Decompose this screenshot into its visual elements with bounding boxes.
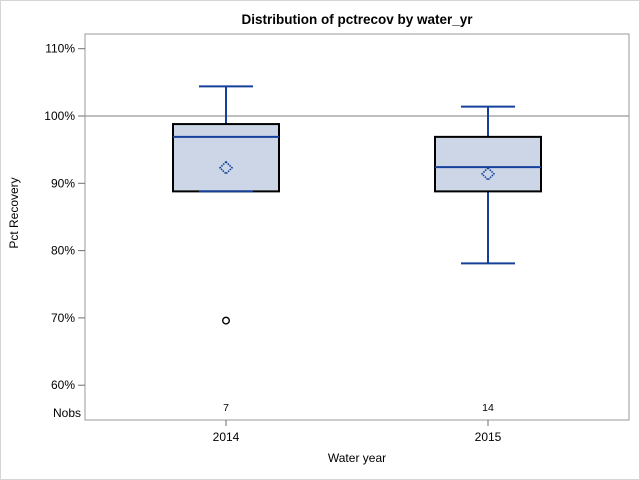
y-tick-label: 110% <box>45 42 75 56</box>
outlier-marker <box>221 316 230 325</box>
nobs-row-label: Nobs <box>53 406 81 420</box>
iqr-box <box>434 135 542 193</box>
plot-layer: 110% 100% 90% 80% 70% 60% 7 2014 14 2015 <box>44 33 630 444</box>
nobs-count: 14 <box>482 402 494 414</box>
y-tick-label: 60% <box>51 378 75 392</box>
mean-diamond-marker <box>218 160 234 175</box>
y-tick-label: 70% <box>51 311 75 325</box>
x-category-label: 2015 <box>475 430 502 444</box>
y-tick-label: 80% <box>51 244 75 258</box>
y-axis-title: Pct Recovery <box>7 177 21 248</box>
y-tick-label: 90% <box>51 176 75 190</box>
plot-frame <box>84 33 630 421</box>
mean-diamond-marker <box>480 166 496 182</box>
chart-title: Distribution of pctrecov by water_yr <box>241 12 473 27</box>
x-axis-title: Water year <box>328 451 386 465</box>
iqr-box <box>172 123 280 193</box>
nobs-count: 7 <box>223 402 229 414</box>
y-tick-label: 100% <box>44 109 75 123</box>
x-category-label: 2014 <box>213 430 240 444</box>
